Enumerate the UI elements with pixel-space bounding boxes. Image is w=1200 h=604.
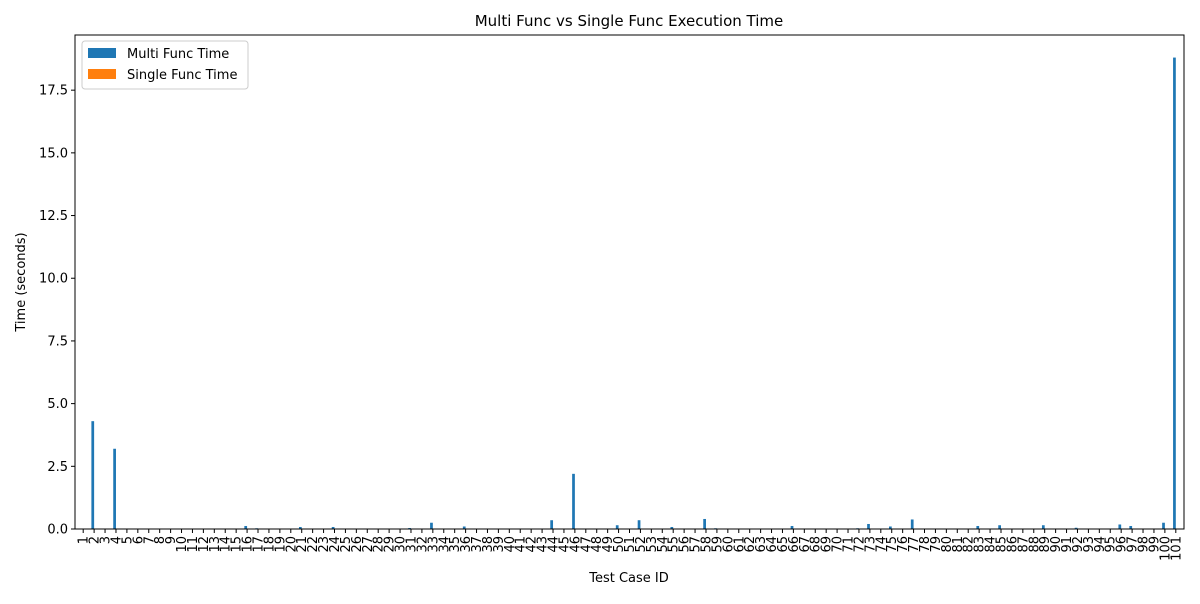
legend-swatch-multi: [88, 48, 116, 58]
legend: Multi Func Time Single Func Time: [82, 41, 248, 89]
bar-multi-73: [867, 524, 870, 529]
y-tick-label: 0.0: [47, 523, 68, 538]
bar-multi-58: [703, 519, 706, 529]
legend-label-single: Single Func Time: [127, 68, 237, 83]
x-axis-label: Test Case ID: [588, 571, 669, 586]
legend-swatch-single: [88, 69, 116, 79]
chart-title: Multi Func vs Single Func Execution Time: [475, 12, 784, 30]
y-tick-label: 10.0: [39, 272, 68, 287]
bar-multi-89: [1042, 525, 1045, 529]
y-tick-label: 17.5: [39, 84, 68, 99]
y-axis-label: Time (seconds): [14, 232, 29, 332]
bar-multi-50: [616, 525, 619, 529]
bar-multi-33: [430, 523, 433, 529]
bar-multi-85: [998, 525, 1001, 529]
bar-multi-52: [638, 520, 641, 529]
x-tick-label: 101: [1169, 536, 1184, 561]
bar-multi-4: [113, 449, 116, 529]
bar-multi-44: [550, 520, 553, 529]
y-tick-label: 5.0: [47, 397, 68, 412]
y-tick-label: 2.5: [47, 460, 68, 475]
bar-multi-100: [1162, 523, 1165, 529]
bar-multi-77: [911, 519, 914, 529]
bar-multi-101: [1173, 58, 1176, 529]
y-tick-label: 15.0: [39, 146, 68, 161]
bar-multi-2: [91, 421, 94, 529]
bar-multi-46: [572, 474, 575, 529]
legend-label-multi: Multi Func Time: [127, 47, 229, 62]
y-tick-label: 12.5: [39, 209, 68, 224]
bar-multi-96: [1118, 524, 1121, 529]
y-tick-label: 7.5: [47, 334, 68, 349]
